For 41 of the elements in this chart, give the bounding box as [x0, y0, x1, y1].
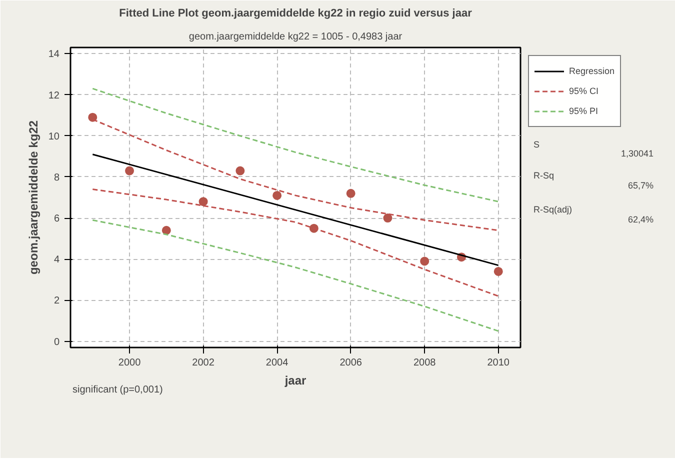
- y-tick-label: 0: [54, 336, 60, 348]
- point: [88, 112, 98, 122]
- x-tick-label: 2000: [118, 358, 142, 368]
- point: [198, 197, 208, 206]
- point: [236, 166, 245, 176]
- legend-label: 95% PI: [569, 106, 598, 116]
- legend-label: 95% CI: [569, 86, 599, 96]
- x-tick-label: 2006: [340, 358, 362, 368]
- chart-subtitle: geom.jaargemiddelde kg22 = 1005 - 0,4983 jaar: [188, 32, 403, 42]
- line-series: [92, 188, 500, 297]
- legend-label: Regression: [569, 66, 615, 76]
- text: R-Sq: [534, 170, 554, 180]
- y-tick-label: 4: [54, 254, 60, 266]
- text: 1,30041: [620, 148, 654, 158]
- text: R-Sq(adj): [534, 204, 572, 214]
- point: [272, 190, 282, 200]
- point: [346, 188, 356, 198]
- x-tick-label: 2010: [487, 358, 510, 368]
- y-tick-label: 2: [54, 296, 60, 307]
- y-tick-label: 14: [48, 49, 60, 60]
- x-tick-label: 2008: [413, 358, 436, 368]
- point: [383, 214, 392, 223]
- point: [162, 226, 171, 235]
- point: [125, 166, 134, 176]
- y-axis-title: geom.jaargemiddelde kg22: [26, 120, 40, 275]
- point: [494, 266, 503, 276]
- text: S: [534, 140, 540, 150]
- y-tick-label: 10: [48, 131, 60, 142]
- chart-title: Fitted Line Plot geom.jaargemiddelde kg22 in regio zuid versus jaar: [119, 8, 473, 20]
- x-tick-label: 2004: [266, 358, 289, 368]
- line-series: [92, 88, 500, 202]
- text: significant (p=0,001): [72, 384, 163, 396]
- y-tick-label: 12: [48, 90, 60, 102]
- x-tick-label: 2002: [192, 358, 215, 368]
- y-tick-label: 8: [54, 172, 60, 184]
- y-tick-label: 6: [54, 214, 60, 225]
- text: 62,4%: [628, 214, 654, 224]
- x-axis-title: jaar: [284, 374, 307, 388]
- text: 65,7%: [628, 180, 654, 190]
- point: [420, 256, 430, 266]
- line-series: [92, 219, 500, 332]
